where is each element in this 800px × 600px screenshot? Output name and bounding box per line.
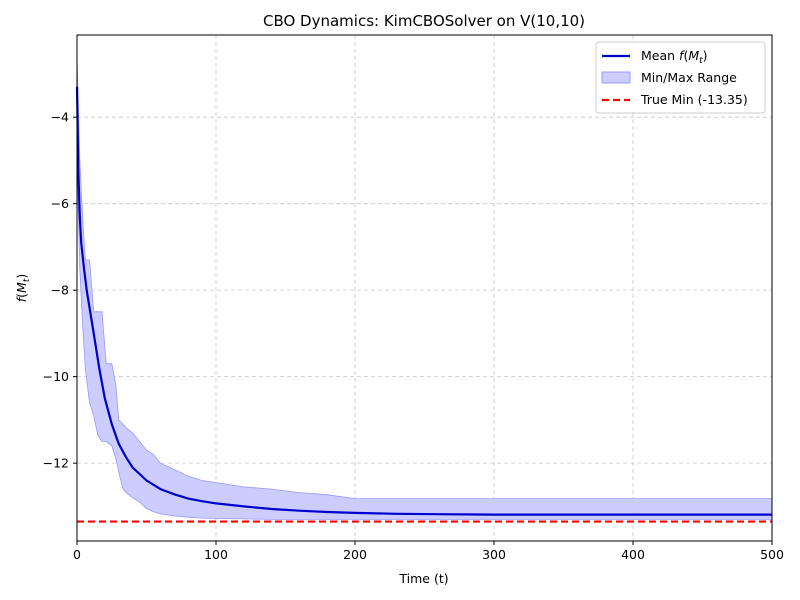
plot-background <box>77 35 772 541</box>
y-tick-label: −4 <box>51 110 69 125</box>
x-tick-label: 300 <box>482 547 506 562</box>
plot-area: 0 100 200 300 400 500 −12 −10 −8 −6 −4 <box>43 34 784 562</box>
mean-line <box>75 86 772 516</box>
y-axis-label: f(Mt) <box>14 274 32 303</box>
legend-range-label: Min/Max Range <box>641 70 737 85</box>
legend-mean-paren-close: ) <box>703 48 708 63</box>
axes-frame <box>76 34 773 542</box>
legend-mean-math: f <box>679 48 685 63</box>
y-label-var: M <box>14 282 29 293</box>
legend-box <box>595 41 766 114</box>
y-tick-label: −10 <box>43 369 69 384</box>
y-label-paren-close: ) <box>14 274 29 279</box>
legend-true-min-label: True Min (-13.35) <box>640 92 748 107</box>
y-tick-label: −8 <box>51 283 69 298</box>
y-tick-label: −12 <box>43 456 69 471</box>
y-label-math: f <box>14 296 29 302</box>
y-label-paren-open: ( <box>14 293 29 298</box>
x-tick-label: 200 <box>343 547 367 562</box>
x-axis-label: Time (t) <box>398 571 448 586</box>
chart-title: CBO Dynamics: KimCBOSolver on V(10,10) <box>263 12 585 30</box>
legend-range-swatch <box>601 71 631 84</box>
y-label-sub: t <box>22 278 32 282</box>
legend: Mean f(Mt) Min/Max Range True Min (-13.3… <box>595 41 766 114</box>
x-tick-label: 400 <box>621 547 645 562</box>
legend-mean-paren-open: ( <box>683 48 688 63</box>
x-tick-label: 100 <box>204 547 228 562</box>
x-tick-label: 500 <box>760 547 784 562</box>
legend-mean-var: M <box>688 48 699 63</box>
legend-mean-sub: t <box>699 56 703 66</box>
x-tick-label: 0 <box>73 547 81 562</box>
legend-mean-label: Mean f(Mt) <box>641 48 708 66</box>
y-tick-label: −6 <box>51 196 69 211</box>
legend-mean-prefix: Mean <box>641 48 679 63</box>
